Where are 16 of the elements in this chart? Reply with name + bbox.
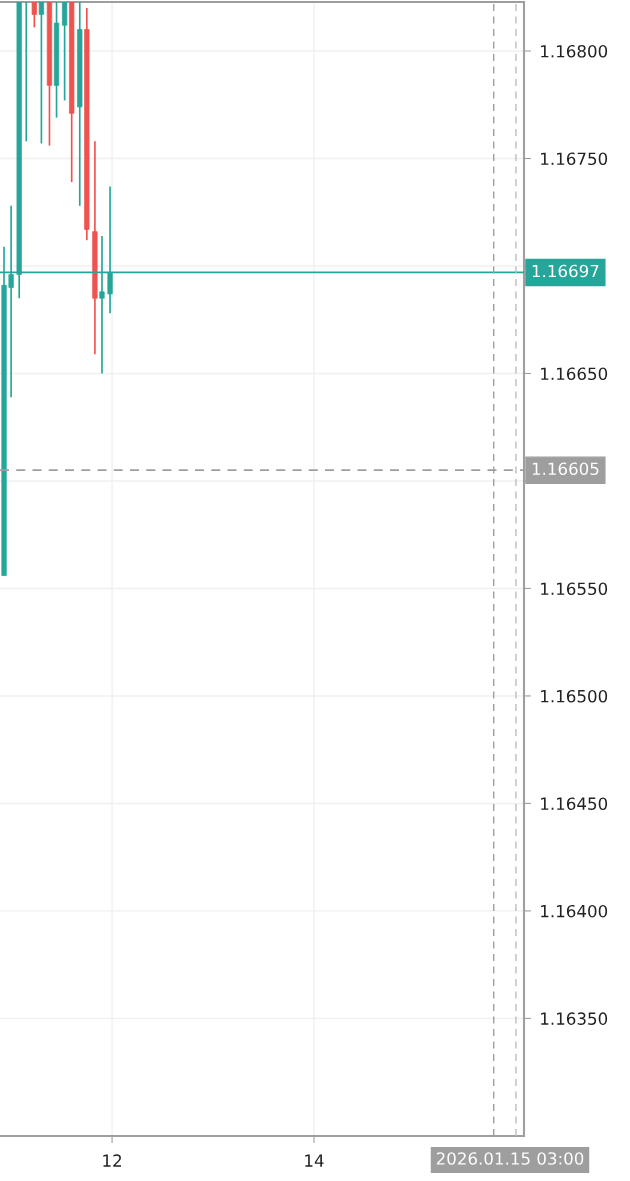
y-tick-label: 1.16450 [541, 797, 608, 810]
ref-line-label: 1.16605 [532, 462, 599, 476]
ref-line-label: 1.16697 [532, 264, 599, 278]
x-tick-label: 14 [305, 1154, 324, 1167]
y-tick-label: 1.16400 [541, 904, 608, 918]
candlestick [38, 2, 45, 145]
candlestick [31, 2, 37, 29]
y-tick-label: 1.16500 [541, 689, 608, 703]
x-tick-label: 12 [103, 1154, 121, 1167]
y-tick-label: 1.16650 [541, 367, 608, 381]
y-tick-label: 1.16800 [541, 44, 608, 58]
text: 2026.01.15 03:00 [436, 1152, 584, 1165]
y-tick-label: 1.16350 [541, 1012, 608, 1025]
y-tick-label: 1.16550 [541, 582, 608, 596]
candlestick [61, 2, 68, 102]
y-tick-label: 1.16750 [541, 152, 608, 166]
